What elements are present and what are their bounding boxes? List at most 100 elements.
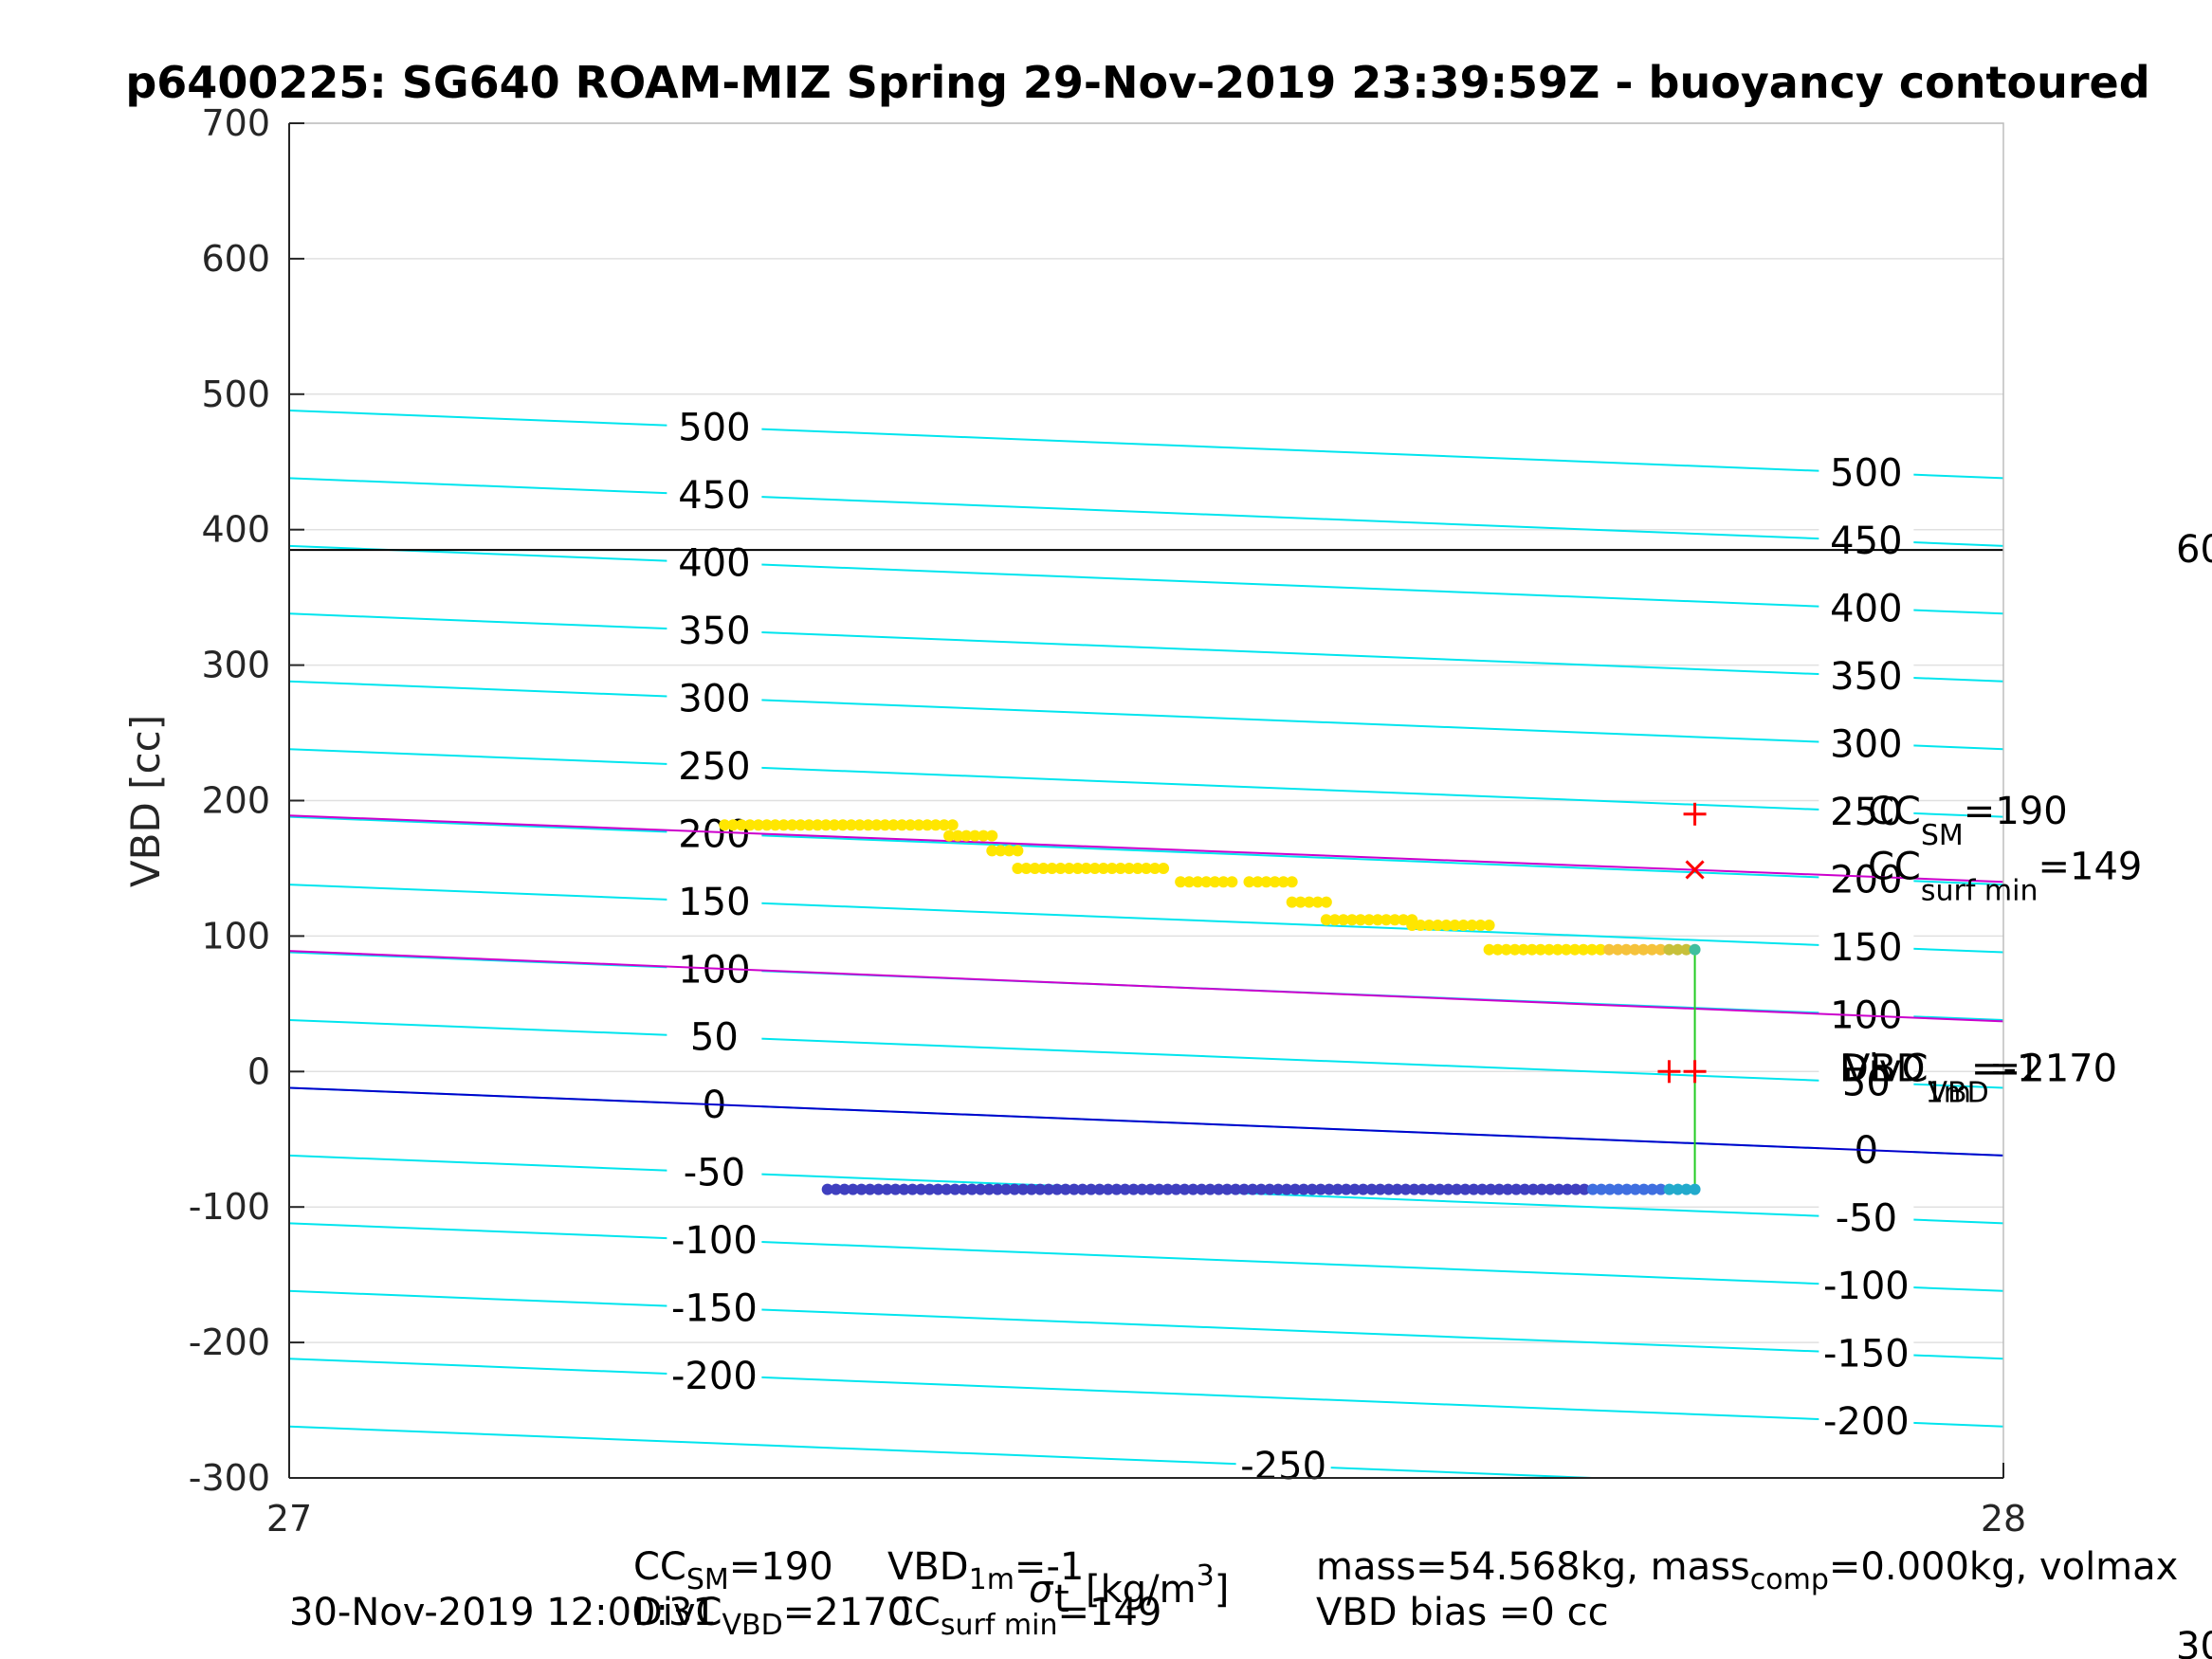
data-point: [1226, 876, 1238, 888]
data-series: [719, 819, 1701, 1195]
contour-line: [288, 409, 2004, 480]
data-point: [978, 830, 990, 842]
data-point: [1527, 1183, 1540, 1195]
data-point: [1003, 845, 1015, 857]
data-point: [1612, 943, 1624, 956]
data-point: [1526, 943, 1538, 956]
data-point: [1562, 1183, 1574, 1195]
data-point: [1391, 1183, 1403, 1195]
data-point: [1289, 1183, 1302, 1195]
contour-line: [288, 680, 2004, 751]
data-point: [889, 1183, 902, 1195]
footer-bias: VBD bias =0 cc: [1316, 1591, 1609, 1634]
data-point: [1294, 896, 1307, 908]
data-point: [719, 819, 731, 831]
data-point: [1017, 1183, 1030, 1195]
contour-label: -250: [1240, 1445, 1326, 1488]
contour-label: 150: [1830, 926, 1902, 970]
data-point: [1440, 919, 1453, 931]
contour-label-bg: [667, 1015, 762, 1058]
markers: [1657, 802, 1707, 1084]
right-annotation: VBD1m=-1: [1844, 1047, 2040, 1109]
contour-line: [288, 1018, 2004, 1089]
data-point: [1063, 862, 1075, 874]
data-point: [727, 819, 740, 831]
contour-label-bg: [667, 1219, 762, 1262]
data-point: [1106, 862, 1118, 874]
contour-label: -200: [1823, 1400, 1910, 1444]
data-point: [777, 819, 790, 831]
contour-line: [288, 477, 2004, 547]
right-annotation: DivCVBD=2170: [1839, 1047, 2117, 1109]
data-point: [1637, 943, 1650, 956]
data-point: [1663, 943, 1675, 956]
contour-label: 250: [1830, 791, 1902, 834]
marker-divc-vbd: [1657, 1060, 1681, 1084]
contour-label: 300: [1830, 722, 1902, 766]
data-point: [1221, 1183, 1234, 1195]
contour-label-bg: [1819, 1061, 1914, 1103]
footer-sigma-sub: t: [1054, 1577, 1069, 1621]
data-point: [1586, 1183, 1599, 1195]
data-point: [1119, 1183, 1131, 1195]
data-point: [1000, 1183, 1013, 1195]
data-point: [1406, 919, 1418, 931]
data-point: [938, 819, 950, 831]
data-point: [1603, 1183, 1616, 1195]
edge-label: 60: [2176, 528, 2212, 572]
footer-date: 30-Nov-2019 12:00:31: [289, 1591, 717, 1634]
data-point: [1331, 1183, 1344, 1195]
data-point: [1595, 1183, 1607, 1195]
contour-label-bg: [667, 1286, 762, 1329]
data-point: [1252, 876, 1264, 888]
data-point: [1149, 862, 1161, 874]
data-point: [1080, 862, 1092, 874]
contour-label-bg: [1819, 587, 1914, 629]
series-dive: [719, 819, 1701, 956]
data-point: [952, 830, 964, 842]
data-point: [1328, 914, 1341, 926]
data-point: [1534, 943, 1546, 956]
contour-label-bg: [667, 474, 762, 517]
data-point: [1175, 876, 1187, 888]
data-point: [1012, 862, 1024, 874]
data-point: [1689, 943, 1701, 956]
contour-label: 200: [678, 812, 750, 856]
x-tick-label: 27: [266, 1498, 312, 1540]
data-point: [1493, 1183, 1506, 1195]
reference-line: [288, 814, 2004, 884]
data-point: [986, 845, 998, 857]
contour-line: [288, 1222, 2004, 1292]
contour-label: 500: [678, 407, 750, 450]
data-point: [1200, 876, 1213, 888]
data-point: [932, 1183, 944, 1195]
data-point: [1357, 1183, 1369, 1195]
data-point: [1012, 845, 1024, 857]
data-point: [941, 1183, 953, 1195]
data-point: [975, 1183, 987, 1195]
data-point: [1363, 914, 1376, 926]
contour-label: 450: [678, 474, 750, 518]
contour-label: -100: [1823, 1265, 1910, 1308]
data-point: [898, 1183, 910, 1195]
contour-label-bg: [667, 677, 762, 720]
marker-stroke: [1685, 860, 1705, 880]
data-point: [1569, 943, 1581, 956]
data-point: [1340, 1183, 1352, 1195]
data-point: [836, 819, 849, 831]
data-point: [969, 830, 981, 842]
data-point: [1468, 1183, 1480, 1195]
data-point: [1500, 943, 1512, 956]
data-point: [1485, 1183, 1497, 1195]
data-point: [1423, 919, 1435, 931]
contour-label-bg: [667, 1354, 762, 1396]
footer-ccsurf: CCsurf min=149: [887, 1591, 1161, 1642]
data-point: [1491, 943, 1504, 956]
reference-line: [288, 950, 2004, 1023]
data-point: [1187, 1183, 1199, 1195]
data-point: [1399, 1183, 1412, 1195]
data-point: [1320, 896, 1332, 908]
data-point: [1483, 919, 1495, 931]
data-point: [1389, 914, 1401, 926]
data-point: [1131, 862, 1143, 874]
